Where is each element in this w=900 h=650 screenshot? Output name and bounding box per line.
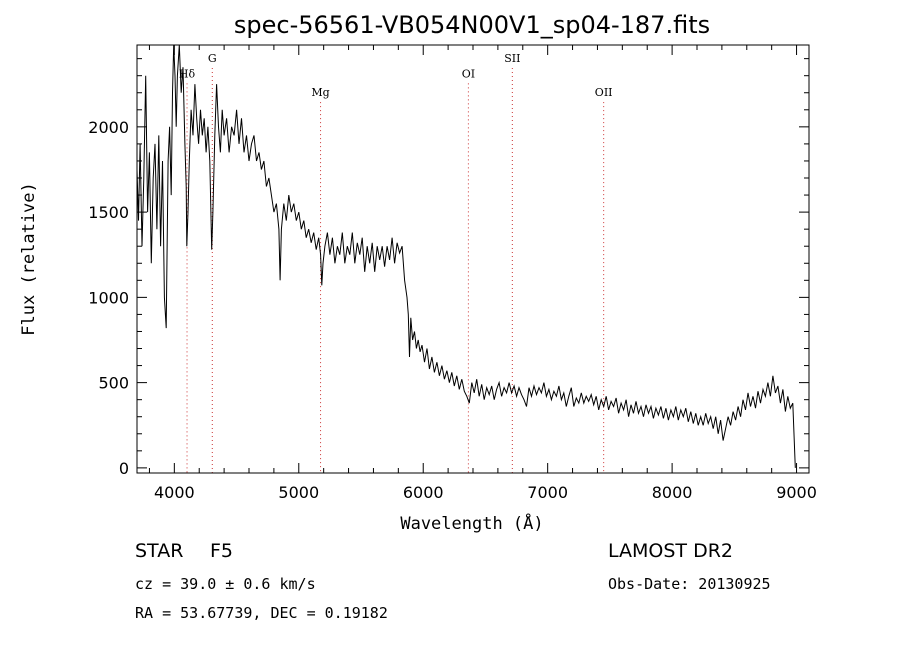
velocity-text: cz = 39.0 ± 0.6 km/s (135, 575, 316, 593)
marker-label-1: G (208, 52, 217, 65)
marker-label-2: Mg (311, 86, 329, 99)
chart-title: spec-56561-VB054N00V1_sp04-187.fits (234, 11, 710, 39)
y-axis-ticks: 0 500 1000 1500 2000 (88, 58, 809, 478)
marker-label-4: SII (504, 52, 520, 65)
spectral-line-markers: Hδ G Mg OI SII OII (179, 52, 613, 473)
x-axis-label: Wavelength (Å) (400, 512, 543, 534)
y-axis-label: Flux (relative) (19, 182, 39, 336)
x-tick-label-8000: 8000 (652, 483, 693, 502)
x-tick-label-6000: 6000 (403, 483, 444, 502)
y-tick-label-500: 500 (98, 374, 129, 393)
subclass-text: F5 (210, 540, 234, 562)
x-tick-label-4000: 4000 (154, 483, 195, 502)
x-axis-ticks: 4000 5000 6000 7000 8000 9000 (148, 45, 817, 502)
x-tick-label-5000: 5000 (278, 483, 319, 502)
coordinates-text: RA = 53.67739, DEC = 0.19182 (135, 604, 388, 622)
marker-label-5: OII (595, 86, 613, 99)
y-tick-label-1000: 1000 (88, 288, 129, 307)
object-class-text: STAR (135, 540, 184, 562)
obs-date-text: Obs-Date: 20130925 (608, 575, 771, 593)
spectrum-line (136, 44, 796, 468)
y-tick-label-0: 0 (119, 459, 129, 478)
marker-label-3: OI (462, 67, 475, 80)
plot-frame (136, 44, 810, 474)
x-tick-label-9000: 9000 (776, 483, 817, 502)
y-tick-label-1500: 1500 (88, 203, 129, 222)
x-tick-label-7000: 7000 (527, 483, 568, 502)
marker-label-0: Hδ (179, 67, 196, 80)
y-tick-label-2000: 2000 (88, 118, 129, 137)
survey-text: LAMOST DR2 (608, 540, 733, 562)
